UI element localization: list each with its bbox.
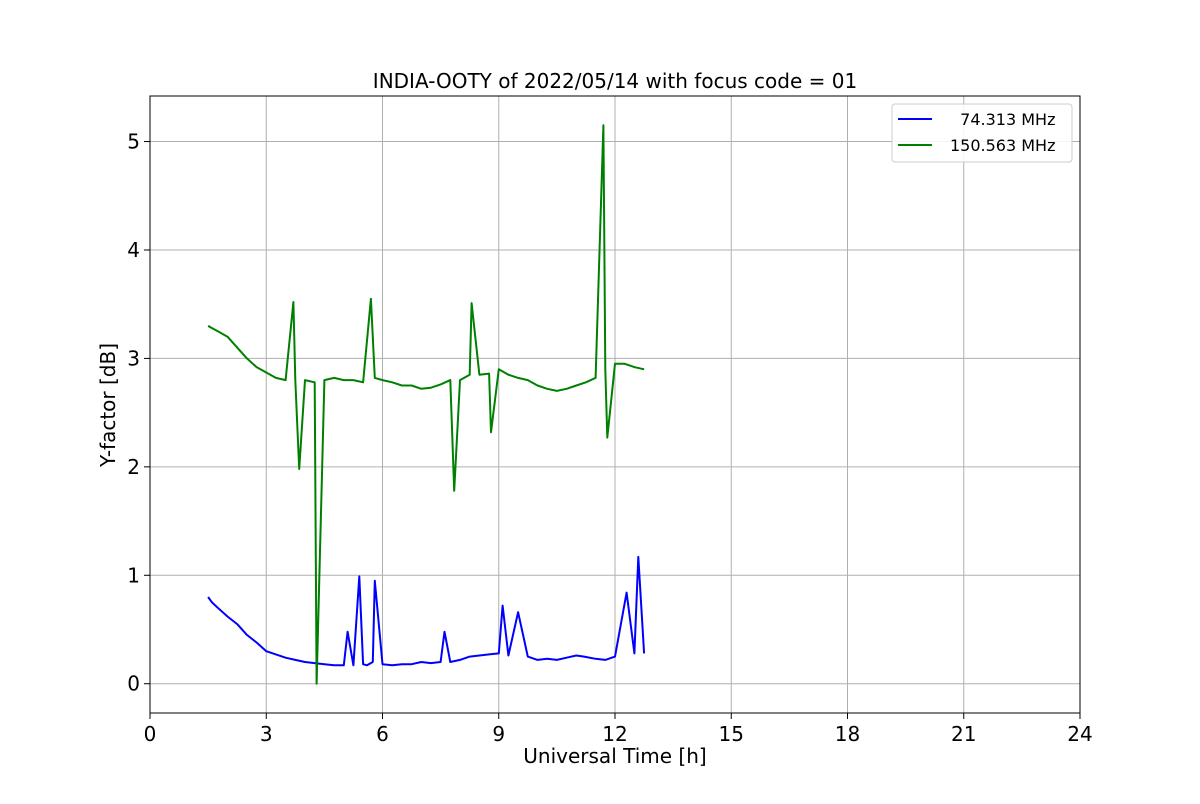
legend-label-0: 74.313 MHz (950, 110, 1055, 129)
y-axis-label: Y-factor [dB] (96, 343, 120, 468)
series-line-0 (207, 555, 646, 667)
x-axis-label: Universal Time [h] (523, 744, 706, 768)
chart-title: INDIA-OOTY of 2022/05/14 with focus code… (373, 69, 857, 93)
x-tick-label: 15 (719, 722, 744, 746)
y-tick-label: 0 (127, 672, 140, 696)
legend-label-1: 150.563 MHz (950, 136, 1055, 155)
x-tick-label: 9 (492, 722, 505, 746)
y-tick-label: 5 (127, 130, 140, 154)
x-tick-label: 0 (144, 722, 157, 746)
y-tick-label: 3 (127, 346, 140, 370)
x-tick-label: 6 (376, 722, 389, 746)
y-tick-label: 2 (127, 455, 140, 479)
legend-box (891, 103, 1073, 163)
series-layer (207, 124, 646, 685)
x-tick-label: 24 (1067, 722, 1092, 746)
y-tick-label: 4 (127, 238, 140, 262)
x-tick-label: 21 (951, 722, 976, 746)
y-tick-label: 1 (127, 563, 140, 587)
series-line-1 (207, 124, 645, 685)
x-tick-label: 18 (835, 722, 860, 746)
legend: 74.313 MHz 150.563 MHz (891, 103, 1073, 163)
x-tick-label: 3 (260, 722, 273, 746)
x-tick-label: 12 (602, 722, 627, 746)
